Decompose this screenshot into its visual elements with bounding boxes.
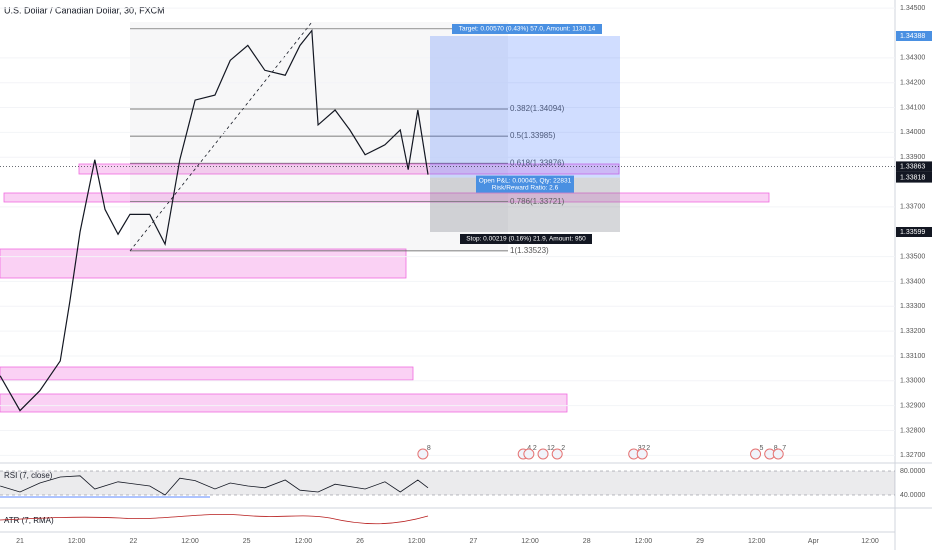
stop-bg [460,233,592,244]
event-label: 4 [527,445,531,452]
stop-label: Stop: 0.00219 (0.16%) 21.9, Amount: 950 [466,236,586,243]
price-badge [896,172,932,183]
time-tick-label: 22 [129,538,137,545]
price-tick-label: 1.34300 [900,55,925,62]
time-tick-label: 12:00 [68,538,86,545]
fib-trend [129,21,313,252]
time-tick-label: 12:00 [521,538,539,545]
rsi-line [0,475,429,496]
target-zone [430,36,620,178]
zone [0,393,568,413]
time-tick-label: 12:00 [635,538,653,545]
price-tick-label: 1.33500 [900,253,925,260]
zone [0,366,414,381]
price-tick-label: 1.32700 [900,452,925,459]
fib-background [130,22,508,251]
rsi-tick-label: 40.0000 [900,492,925,499]
time-tick-label: 26 [356,538,364,545]
atr-label: ATR (7, RMA) [4,516,54,525]
event-icon [750,448,762,460]
price-tick-label: 1.33900 [900,154,925,161]
price-tick-label: 1.33100 [900,353,925,360]
price-badge-label: 1.34388 [900,33,925,40]
event-label: 8 [427,445,431,452]
event-label: 2 [646,445,650,452]
fib-label: 1(1.33523) [510,246,549,255]
event-icon [636,448,648,460]
chart-title: U.S. Dollar / Canadian Dollar, 30, FXCM [4,5,165,15]
event-icon [551,448,563,460]
time-tick-label: 28 [583,538,591,545]
event-label: 12 [547,445,555,452]
open-label: Open P&L: 0.00045, Qty: 22831 [479,177,572,184]
event-label: 2 [533,445,537,452]
price-tick-label: 1.34500 [900,5,925,12]
atr-line [0,513,429,525]
price-badge-label: 1.33599 [900,229,925,236]
rsi-band [0,471,895,495]
time-tick-label: 27 [469,538,477,545]
time-tick-label: Apr [808,538,820,545]
zones [0,163,770,413]
price-badge-label: 1.33863 [900,163,925,170]
target-bg [452,24,602,34]
event-icon [772,448,784,460]
price-tick-label: 1.34000 [900,129,925,136]
time-tick-label: 12:00 [861,538,879,545]
zone [0,248,407,279]
event-label: 7 [782,445,786,452]
price-badge [896,31,932,41]
time-tick-label: 29 [696,538,704,545]
time-tick-label: 12:00 [748,538,766,545]
zone [78,163,620,175]
price-line [0,28,429,412]
ratio-label: Risk/Reward Ratio: 2.6 [492,184,559,191]
open-bg [476,175,574,193]
event-label: 32 [638,445,646,452]
rsi-tick-label: 80.0000 [900,468,925,475]
event-label: 5 [760,445,764,452]
price-tick-label: 1.32900 [900,402,925,409]
event-label: 2 [561,445,565,452]
price-tick-label: 1.32800 [900,427,925,434]
price-tick-label: 1.33000 [900,378,925,385]
price-badge-label: 1.33818 [900,174,925,181]
price-badge [896,226,932,237]
time-tick-label: 12:00 [408,538,426,545]
target-label: Target: 0.00570 (0.43%) 57.0, Amount: 11… [459,26,596,33]
price-badge [896,161,932,172]
event-icon [537,448,549,460]
price-tick-label: 1.34100 [900,104,925,111]
fib-label: 0.5(1.33985) [510,131,556,140]
time-tick-label: 12:00 [295,538,313,545]
price-tick-label: 1.33700 [900,204,925,211]
fib-label: 0.786(1.33721) [510,197,565,206]
fib-label: 0.382(1.34094) [510,104,565,113]
price-tick-label: 1.33400 [900,278,925,285]
price-tick-label: 1.33200 [900,328,925,335]
event-label: 8 [774,445,778,452]
price-tick-label: 1.33300 [900,303,925,310]
event-icon [523,448,535,460]
rsi-label: RSI (7, close) [4,471,53,480]
fib-label: 0.618(1.33876) [510,158,565,167]
time-tick-label: 21 [16,538,24,545]
time-tick-label: 12:00 [181,538,199,545]
event-icon [417,448,429,460]
time-tick-label: 25 [243,538,251,545]
price-tick-label: 1.34200 [900,80,925,87]
